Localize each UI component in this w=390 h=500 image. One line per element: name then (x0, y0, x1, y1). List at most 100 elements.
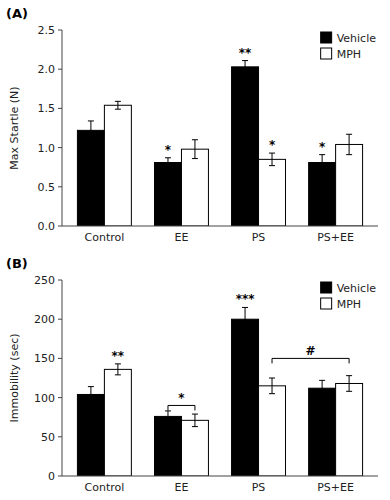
error-cap (192, 158, 198, 159)
y-tick (58, 397, 62, 398)
legend-item: MPH (321, 298, 361, 311)
y-tick (58, 30, 62, 31)
error-cap (269, 153, 275, 154)
error-cap (88, 120, 94, 121)
x-tick-label: EE (175, 481, 189, 494)
error-bar (242, 61, 248, 74)
error-cap (165, 421, 171, 422)
annotation: ** (112, 349, 125, 363)
y-tick (58, 476, 62, 477)
y-tick (58, 69, 62, 70)
legend: VehicleMPH (321, 282, 377, 311)
error-line (167, 411, 168, 422)
error-bar (269, 378, 275, 394)
bar (232, 67, 259, 226)
y-tick (58, 358, 62, 359)
bar (154, 162, 181, 226)
error-bar (319, 155, 325, 171)
x-tick-label: PS (252, 481, 266, 494)
bar (259, 386, 286, 476)
legend-label: MPH (337, 48, 361, 61)
y-tick-label: 150 (34, 352, 55, 365)
bar (104, 369, 131, 476)
bar (336, 383, 363, 476)
bar (181, 420, 208, 476)
plot-area (77, 61, 362, 226)
bar (77, 394, 104, 476)
y-tick (58, 319, 62, 320)
y-tick-label: 2.5 (38, 24, 56, 37)
bracket-label: * (178, 391, 185, 405)
bracket-label: # (306, 344, 316, 358)
bar (309, 388, 336, 476)
panel-label: (B) (6, 256, 28, 271)
bar (232, 319, 259, 476)
error-line (349, 376, 350, 392)
y-tick-label: 1.5 (38, 102, 56, 115)
error-cap (242, 307, 248, 308)
error-line (194, 140, 195, 159)
legend-item: Vehicle (321, 32, 377, 45)
y-tick-label: 2.0 (38, 63, 56, 76)
error-cap (269, 165, 275, 166)
y-tick (58, 147, 62, 148)
chart-root: (A)0.00.51.01.52.02.5Max Startle (N)Cont… (0, 0, 390, 500)
error-cap (242, 60, 248, 61)
x-tick-label: PS+EE (317, 481, 354, 494)
legend-label: MPH (337, 298, 361, 311)
error-cap (115, 363, 121, 364)
error-cap (88, 139, 94, 140)
error-bar (88, 387, 94, 403)
error-bar (192, 140, 198, 159)
bar (181, 149, 208, 226)
error-cap (192, 414, 198, 415)
error-bar (319, 380, 325, 396)
error-line (90, 387, 91, 403)
x-tick-label: PS+EE (317, 231, 354, 244)
legend-swatch (321, 282, 332, 293)
error-line (194, 414, 195, 427)
annotation: * (165, 143, 172, 157)
error-cap (88, 386, 94, 387)
x-axis (62, 226, 378, 227)
error-bar (115, 101, 121, 109)
error-cap (319, 154, 325, 155)
bar (104, 105, 131, 226)
bar (77, 130, 104, 226)
legend-item: MPH (321, 48, 361, 61)
error-cap (242, 330, 248, 331)
error-cap (165, 167, 171, 168)
bar (336, 144, 363, 226)
bar (259, 159, 286, 226)
error-bar (242, 307, 248, 331)
annotation: * (269, 138, 276, 152)
y-tick-label: 200 (34, 313, 55, 326)
error-cap (165, 157, 171, 158)
error-cap (319, 380, 325, 381)
x-tick-label: Control (85, 231, 125, 244)
y-tick (58, 108, 62, 109)
y-axis-label: Max Startle (N) (8, 86, 21, 169)
error-line (245, 61, 246, 74)
bracket (168, 405, 195, 410)
error-bar (192, 414, 198, 427)
y-axis (62, 280, 63, 476)
y-tick-label: 100 (34, 392, 55, 405)
annotation: ** (239, 46, 252, 60)
annotation: * (319, 140, 326, 154)
error-cap (269, 393, 275, 394)
y-tick-label: 50 (41, 431, 55, 444)
panel: (A)0.00.51.01.52.02.5Max Startle (N)Cont… (6, 6, 378, 244)
bracket-line (168, 405, 195, 410)
annotation: *** (236, 292, 256, 306)
error-cap (88, 402, 94, 403)
error-bar (88, 121, 94, 140)
error-bar (346, 134, 352, 154)
y-tick-label: 1.0 (38, 142, 56, 155)
y-tick-label: 0.0 (38, 220, 56, 233)
error-cap (346, 391, 352, 392)
y-tick (58, 226, 62, 227)
x-tick-label: Control (85, 481, 125, 494)
bracket (272, 358, 349, 363)
error-bar (165, 411, 171, 422)
